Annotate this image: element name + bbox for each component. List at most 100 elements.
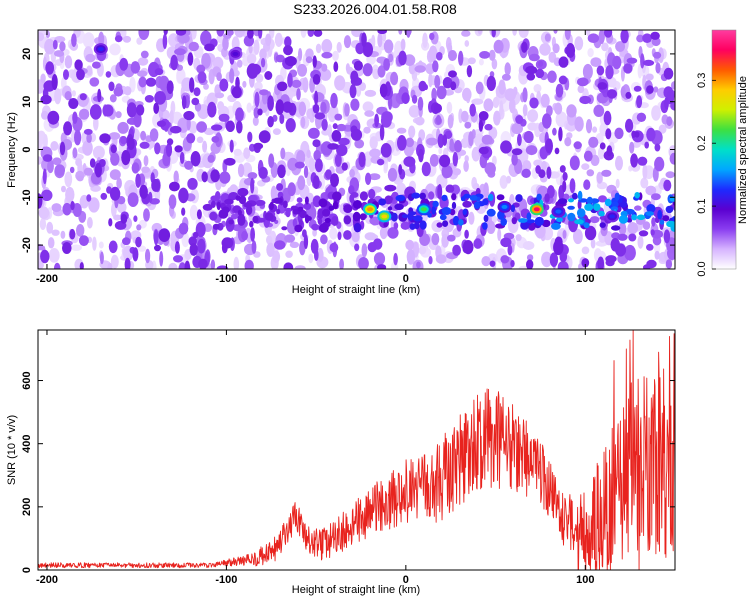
heatmap-cell: [464, 229, 469, 239]
heatmap-cell: [109, 94, 117, 103]
heatmap-cell: [606, 76, 617, 88]
heatmap-cell: [562, 171, 568, 181]
heatmap-cell: [228, 219, 234, 225]
heatmap-cell: [400, 221, 410, 230]
heatmap-cell: [387, 167, 398, 182]
heatmap-cell: [110, 144, 117, 154]
heatmap-cell: [348, 185, 355, 195]
heatmap-cell: [299, 209, 307, 219]
heatmap-cell: [597, 146, 605, 160]
heatmap-cell: [651, 217, 656, 227]
heatmap-cell: [231, 86, 242, 99]
heatmap-cell: [122, 35, 132, 43]
heatmap-cell: [654, 156, 665, 172]
heatmap-cell: [304, 214, 310, 224]
heatmap-cell: [541, 219, 551, 228]
heatmap-cell: [249, 220, 254, 228]
heatmap-cell: [154, 244, 161, 252]
heatmap-cell: [599, 222, 606, 228]
heatmap-cell: [138, 30, 150, 40]
heatmap-cell: [258, 166, 268, 179]
heatmap-cell: [601, 169, 612, 177]
heatmap-cell: [669, 152, 675, 165]
heatmap-cell: [618, 215, 629, 224]
heatmap-cell: [511, 153, 518, 166]
heatmap-cell: [558, 75, 568, 85]
heatmap-cell: [275, 54, 285, 63]
heatmap-peak: [232, 51, 239, 56]
heatmap-cell: [257, 30, 263, 39]
heatmap-cell: [42, 154, 53, 162]
heatmap-cell: [285, 250, 293, 258]
heatmap-cell: [663, 179, 672, 192]
heatmap-cell: [586, 169, 595, 177]
heatmap-cell: [189, 243, 198, 256]
heatmap-cell: [312, 175, 320, 190]
heatmap-cell: [169, 181, 180, 192]
heatmap-cell: [526, 254, 534, 261]
heatmap-cell: [298, 101, 307, 117]
heatmap-cell: [500, 237, 512, 248]
heatmap-cell: [174, 145, 183, 153]
heatmap-cell: [196, 121, 208, 133]
heatmap-cell: [626, 57, 638, 64]
heatmap-cell: [184, 260, 191, 269]
heatmap-cell: [646, 85, 654, 94]
heatmap-cell: [285, 118, 296, 133]
heatmap-cell: [275, 99, 285, 115]
heatmap-cell: [59, 41, 66, 52]
heatmap-cell: [398, 50, 407, 66]
heatmap-cell: [60, 230, 66, 239]
heatmap-cell: [64, 91, 72, 101]
heatmap-cell: [491, 58, 498, 70]
heatmap-cell: [468, 211, 475, 225]
heatmap-cell: [97, 88, 102, 103]
heatmap-cell: [76, 68, 85, 81]
heatmap-cell: [140, 50, 149, 59]
heatmap-cell: [202, 140, 208, 153]
heatmap-cell: [294, 224, 303, 233]
heatmap-cell: [254, 81, 263, 91]
heatmap-cell: [235, 76, 240, 90]
heatmap-cell: [483, 182, 489, 198]
heatmap-cell: [178, 33, 190, 44]
heatmap-cell: [120, 136, 128, 145]
heatmap-cell: [314, 158, 323, 173]
heatmap-cell: [488, 49, 496, 61]
heatmap-cell: [377, 32, 383, 48]
heatmap-cell: [368, 173, 381, 181]
heatmap-cell: [403, 144, 414, 157]
heatmap-cell: [74, 129, 82, 146]
heatmap-cell: [483, 98, 494, 112]
heatmap-cell: [229, 68, 235, 84]
heatmap-cell: [564, 30, 571, 41]
heatmap-cell: [581, 246, 590, 255]
heatmap-cell: [51, 203, 62, 213]
heatmap-cell: [577, 85, 585, 94]
heatmap-cell: [593, 203, 601, 212]
heatmap-cell: [431, 87, 437, 102]
heatmap-cell: [504, 62, 511, 76]
heatmap-cell: [256, 217, 266, 223]
heatmap-cell: [406, 249, 416, 265]
heatmap-cell: [331, 216, 339, 226]
heatmap-cell: [518, 30, 529, 38]
heatmap-cell: [587, 33, 600, 43]
heatmap-cell: [119, 57, 129, 71]
heatmap-cell: [515, 234, 522, 242]
heatmap-cell: [636, 214, 646, 221]
heatmap-cell: [396, 127, 407, 134]
heatmap-cell: [308, 127, 320, 139]
heatmap-cell: [137, 57, 149, 66]
heatmap-cell: [573, 141, 582, 150]
heatmap-cell: [574, 36, 584, 51]
heatmap-cell: [158, 228, 171, 243]
heatmap-cell: [654, 250, 660, 260]
heatmap-cell: [259, 48, 267, 60]
heatmap-cell: [642, 221, 651, 230]
heatmap-cell: [642, 33, 652, 43]
snr-background: [38, 330, 675, 570]
heatmap-cell: [395, 194, 406, 202]
heatmap-cell: [300, 116, 306, 128]
heatmap-cell: [217, 101, 225, 111]
